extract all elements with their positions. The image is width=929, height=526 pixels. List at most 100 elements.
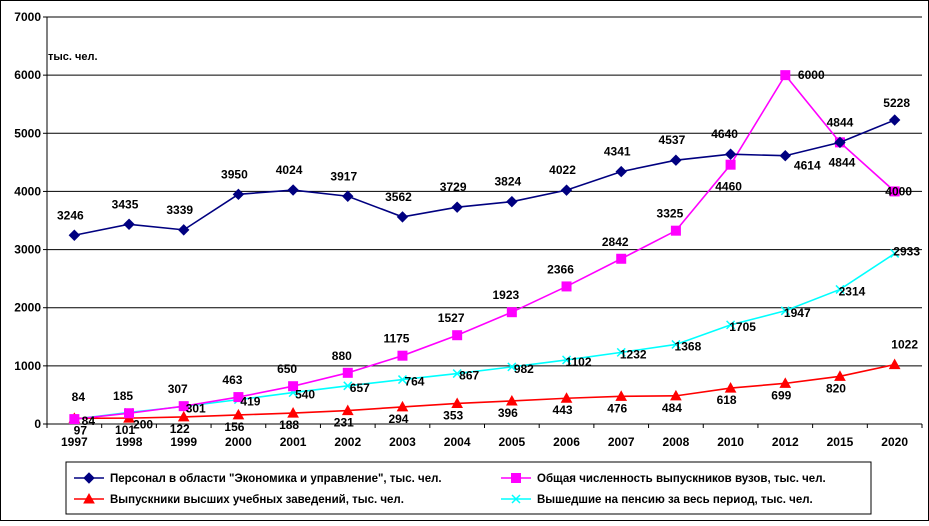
data-label: 2842 <box>602 235 629 249</box>
x-tick-label: 1997 <box>61 435 88 449</box>
data-label: 764 <box>404 375 424 389</box>
x-marker <box>835 284 845 294</box>
data-label: 3339 <box>166 203 193 217</box>
data-label: 301 <box>186 401 206 415</box>
y-tick-label: 2000 <box>14 301 41 315</box>
data-label: 3435 <box>112 197 139 211</box>
data-label: 4844 <box>827 115 854 129</box>
triangle-marker <box>779 377 792 388</box>
x-tick-label: 1998 <box>116 435 143 449</box>
triangle-marker <box>615 390 628 401</box>
diamond-marker <box>834 136 846 149</box>
data-label: 4844 <box>829 155 856 169</box>
legend-entry: Выпускники высших учебных заведений, тыс… <box>74 492 404 506</box>
x-marker <box>397 375 407 385</box>
data-label: 3917 <box>330 169 357 183</box>
square-marker <box>124 408 135 419</box>
x-tick-label: 1999 <box>170 435 197 449</box>
diamond-marker <box>68 229 81 241</box>
data-label: 2314 <box>839 284 866 298</box>
legend-entry: Вышедшие на пенсию за весь период, тыс. … <box>501 494 813 506</box>
x-tick-label: 2001 <box>280 435 307 449</box>
x-marker <box>507 362 517 372</box>
x-marker-stroke <box>511 494 521 504</box>
data-label: 3562 <box>385 190 412 204</box>
x-marker <box>890 248 900 258</box>
data-label: 1947 <box>784 306 811 320</box>
x-marker <box>616 347 626 357</box>
legend-label: Вышедшие на пенсию за весь период, тыс. … <box>537 494 813 506</box>
square-marker <box>233 392 244 403</box>
data-label: 97 <box>74 423 88 437</box>
diamond-marker <box>615 165 627 178</box>
data-label: 3729 <box>440 180 467 194</box>
x-tick-label: 2007 <box>608 435 635 449</box>
data-label: 1175 <box>383 332 409 346</box>
x-marker-stroke <box>890 248 900 258</box>
x-tick-label: 2006 <box>553 435 580 449</box>
square-marker <box>452 330 463 341</box>
data-label: 1527 <box>438 311 465 325</box>
triangle-marker <box>670 389 682 401</box>
data-label: 84 <box>72 390 86 404</box>
series-1 <box>68 114 901 241</box>
diamond-marker <box>396 211 409 223</box>
triangle-marker <box>177 410 190 422</box>
x-tick-label: 2000 <box>225 435 252 449</box>
square-marker <box>342 367 353 378</box>
triangle-marker <box>560 392 573 403</box>
x-marker <box>562 355 572 365</box>
diamond-marker <box>287 184 299 196</box>
x-marker <box>671 339 681 349</box>
data-label: 463 <box>222 373 242 387</box>
data-label: 982 <box>514 362 534 376</box>
diamond-marker <box>451 201 463 213</box>
x-tick-label: 2010 <box>717 435 744 449</box>
square-marker <box>178 401 189 412</box>
x-marker-stroke <box>507 362 517 372</box>
square-marker <box>69 414 80 425</box>
data-label: 396 <box>498 406 518 420</box>
x-marker-stroke <box>835 284 845 294</box>
data-label: 3325 <box>657 207 684 221</box>
square-marker <box>288 381 299 392</box>
x-marker-stroke <box>780 306 790 316</box>
x-marker-stroke <box>616 347 626 357</box>
data-label: 657 <box>350 381 370 395</box>
data-label: 3246 <box>57 208 84 222</box>
unit-label: тыс. чел. <box>48 51 98 63</box>
x-tick-label: 2008 <box>663 435 690 449</box>
diamond-marker <box>123 218 135 230</box>
diamond-marker <box>232 188 245 201</box>
legend-label: Выпускники высших учебных заведений, тыс… <box>110 494 404 506</box>
data-label: 3824 <box>494 175 521 189</box>
square-marker <box>889 186 900 197</box>
triangle-marker <box>232 408 245 420</box>
data-label: 122 <box>170 422 190 436</box>
y-tick-label: 0 <box>34 417 41 431</box>
x-marker-stroke <box>397 375 407 385</box>
triangle-marker <box>505 394 518 406</box>
data-label: 820 <box>826 381 846 395</box>
data-label: 101 <box>115 423 135 437</box>
triangle-marker <box>888 358 901 370</box>
x-marker <box>780 306 790 316</box>
triangle-marker <box>341 404 354 416</box>
data-label: 4640 <box>711 127 738 141</box>
triangle-marker <box>83 492 95 504</box>
x-marker <box>726 320 736 330</box>
data-label: 353 <box>443 408 463 422</box>
x-tick-label: 2020 <box>881 435 908 449</box>
data-label: 188 <box>279 418 299 432</box>
x-marker-stroke <box>671 339 681 349</box>
diamond-marker <box>506 195 518 208</box>
legend-label: Персонал в области "Экономика и управлен… <box>110 473 442 485</box>
data-label: 2366 <box>547 262 574 276</box>
legend-entry: Персонал в области "Экономика и управлен… <box>74 472 442 485</box>
data-label: 307 <box>168 382 188 396</box>
triangle-marker <box>834 370 846 381</box>
triangle-marker <box>287 407 299 418</box>
data-label: 4460 <box>715 180 742 194</box>
